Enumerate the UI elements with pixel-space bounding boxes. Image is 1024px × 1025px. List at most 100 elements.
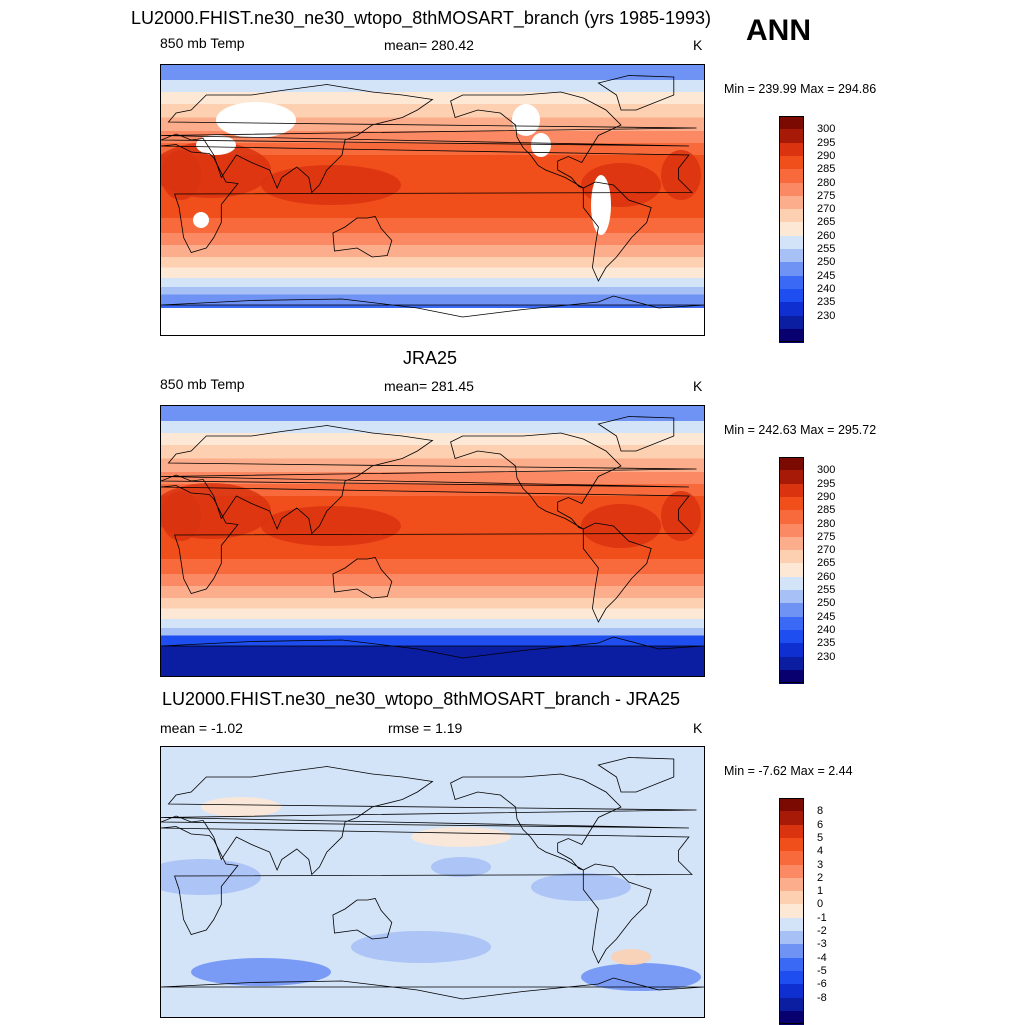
colorbar-swatch [779,142,804,157]
colorbar-tick-label: 295 [817,136,836,149]
colorbar-swatch [779,891,804,905]
coastline [450,91,622,189]
temperature-band [161,143,704,156]
temperature-band [161,233,704,246]
temperature-band [161,406,704,422]
colorbar-swatch [779,824,804,839]
colorbar-tick-label: 235 [817,296,836,309]
colorbar-tick-label: 295 [817,477,836,490]
warm-contour [261,506,401,546]
panel-3-title: LU2000.FHIST.ne30_ne30_wtopo_8thMOSART_b… [162,689,680,709]
colorbar-swatch [779,576,804,591]
colorbar-tick-label: 275 [817,189,836,202]
colorbar-swatch [779,798,804,812]
colorbar-outline [779,798,804,1025]
panel-2-temperature-contour-map [161,406,704,676]
colorbar-swatch [779,262,804,277]
panel-3-mean-label: mean = -1.02 [160,720,243,736]
colorbar-tick-label: -3 [817,938,827,951]
colorbar-swatch [779,984,804,998]
colorbar-swatch [779,643,804,657]
colorbar-tick-label: 280 [817,176,836,189]
panel-2-map [160,405,705,677]
colorbar-swatch [779,496,804,511]
colorbar-tick-label: 255 [817,243,836,255]
colorbar-swatch [779,288,804,303]
warm-contour [661,491,701,541]
colorbar-swatch [779,116,804,130]
missing-data-region [531,133,551,157]
colorbar-swatch [779,931,804,945]
colorbar-tick-label: 290 [817,490,836,503]
colorbar-swatch [779,155,804,170]
colorbar-swatch [779,483,804,498]
temperature-band [161,257,704,268]
panel-2-title: JRA25 [403,348,458,368]
temperature-band [161,635,704,647]
panel-1-temperature-contour-map [161,65,704,335]
anomaly-contour [201,797,281,817]
colorbar-tick-label: 275 [817,530,836,543]
coastline [450,773,622,871]
colorbar-swatch [779,470,804,485]
colorbar-swatch [779,877,804,892]
colorbar-swatch [779,629,804,644]
colorbar-swatch [779,616,804,631]
panel-3-minmax: Min = -7.62 Max = 2.44 [724,764,853,778]
temperature-band [161,445,704,459]
colorbar-tick-label: 280 [817,517,836,530]
season-label: ANN [746,14,811,47]
colorbar-swatch [779,603,804,618]
colorbar-swatch [779,1010,804,1025]
colorbar-tick-label: 235 [817,637,836,650]
temperature-band [161,646,704,676]
coastline [332,557,393,599]
colorbar-tick-label: 2 [817,871,824,884]
colorbar-outline [779,457,804,684]
coastline [450,432,622,530]
coastline [161,826,693,935]
anomaly-contour [611,949,651,965]
coastline [161,84,697,194]
missing-data-region [216,102,296,138]
temperature-band [161,458,704,473]
coastline [161,766,697,876]
coastline [161,977,704,1000]
missing-data-region [193,212,209,228]
temperature-band [161,559,704,575]
warm-contour [581,504,661,548]
colorbar-swatch [779,182,804,197]
colorbar-swatch [779,510,804,524]
anomaly-contour [581,963,701,991]
colorbar-tick-label: -4 [817,951,827,964]
colorbar-swatch [779,302,804,316]
colorbar-tick-label: 230 [817,650,836,663]
temperature-band [161,267,704,279]
coastline [161,144,693,253]
warm-contour [261,165,401,205]
panel-1-mean-label: mean= 280.42 [384,37,474,53]
colorbar-swatch [779,315,804,330]
temperature-band [161,278,704,288]
colorbar-tick-label: -1 [817,911,827,924]
temperature-band [161,117,704,132]
panel-1-map [160,64,705,336]
coastline [332,216,393,258]
panel-2-variable-label: 850 mb Temp [160,376,245,392]
colorbar-tick-label: 6 [817,818,824,831]
colorbar-swatch [779,523,804,538]
temperature-band [161,65,704,81]
colorbar-tick-label: -8 [817,991,827,1004]
colorbar-swatch [779,550,804,564]
colorbar-swatch [779,970,804,985]
temperature-band [161,80,704,93]
coastline [597,416,675,452]
colorbar-tick-label: 300 [817,123,836,136]
colorbar-swatch [779,997,804,1012]
temperature-band [161,245,704,258]
colorbar-tick-label: 285 [817,163,836,176]
colorbar-swatch [779,169,804,183]
temperature-band [161,433,704,446]
colorbar-tick-label: 0 [817,898,824,911]
colorbar-swatch [779,837,804,852]
